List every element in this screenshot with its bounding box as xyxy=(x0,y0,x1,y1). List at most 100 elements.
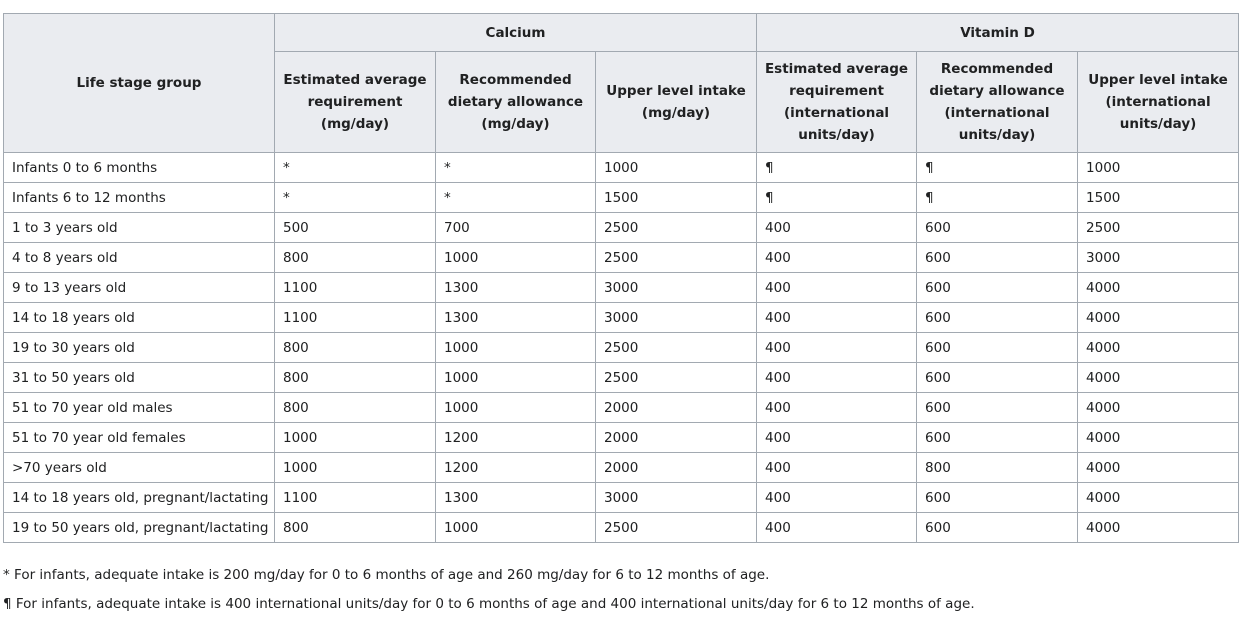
calcium-rda-cell: 1000 xyxy=(435,332,596,363)
calcium-ear-cell: * xyxy=(274,182,436,213)
calcium-rda-cell: 1000 xyxy=(435,242,596,273)
calcium-ul-cell: 2500 xyxy=(594,242,758,273)
vitamin-d-ear-cell: ¶ xyxy=(756,182,918,213)
calcium-ul-cell: 2000 xyxy=(594,452,758,483)
vitamin-d-ul-cell: 4000 xyxy=(1077,392,1240,423)
vitamin-d-ear-cell: 400 xyxy=(756,272,918,303)
calcium-ul-cell: 2000 xyxy=(594,392,758,423)
vitamin-d-rda-cell: ¶ xyxy=(916,182,1079,213)
footnote-pilcrow: ¶ For infants, adequate intake is 400 in… xyxy=(3,596,975,612)
vitamin-d-rda-cell: 600 xyxy=(916,482,1079,513)
vitamin-d-ul-cell: 4000 xyxy=(1077,332,1240,363)
life-stage-cell: 19 to 50 years old, pregnant/lactating xyxy=(3,512,275,543)
vitamin-d-rda-cell: 600 xyxy=(916,422,1079,453)
vitamin-d-ul-header: Upper level intake (international units/… xyxy=(1077,51,1240,153)
vitamin-d-rda-cell: 600 xyxy=(916,242,1079,273)
vitamin-d-ul-cell: 4000 xyxy=(1077,482,1240,513)
calcium-ear-cell: 1000 xyxy=(274,422,436,453)
table-row: 9 to 13 years old 1100 1300 3000 400 600 4000 xyxy=(3,272,1240,303)
vitamin-d-ear-cell: 400 xyxy=(756,302,918,333)
table-header: Life stage group Calcium Vitamin D Estim… xyxy=(3,13,1240,153)
calcium-ear-cell: 1100 xyxy=(274,272,436,303)
calcium-ear-cell: * xyxy=(274,152,436,183)
table-row: 14 to 18 years old, pregnant/lactating 11… xyxy=(3,482,1240,513)
vitamin-d-rda-cell: 600 xyxy=(916,362,1079,393)
calcium-ul-cell: 3000 xyxy=(594,302,758,333)
vitamin-d-rda-cell: 600 xyxy=(916,302,1079,333)
vitamin-d-ul-cell: 4000 xyxy=(1077,422,1240,453)
vitamin-d-ul-cell: 4000 xyxy=(1077,512,1240,543)
vitamin-d-rda-cell: 600 xyxy=(916,512,1079,543)
vitamin-d-rda-cell: 600 xyxy=(916,272,1079,303)
vitamin-d-ul-cell: 3000 xyxy=(1077,242,1240,273)
calcium-ear-header: Estimated average requirement (mg/day) xyxy=(274,51,436,153)
calcium-ear-cell: 1100 xyxy=(274,302,436,333)
vitamin-d-ear-cell: 400 xyxy=(756,392,918,423)
calcium-rda-cell: 1300 xyxy=(435,302,596,333)
vitamin-d-ul-cell: 1000 xyxy=(1077,152,1240,183)
life-stage-header: Life stage group xyxy=(3,13,275,153)
calcium-rda-cell: 1300 xyxy=(435,482,596,513)
calcium-ear-cell: 800 xyxy=(274,332,436,363)
life-stage-cell: 31 to 50 years old xyxy=(3,362,275,393)
calcium-rda-cell: * xyxy=(435,152,596,183)
calcium-ear-cell: 500 xyxy=(274,212,436,243)
vitamin-d-ear-cell: 400 xyxy=(756,482,918,513)
intake-table-container: Life stage group Calcium Vitamin D Estim… xyxy=(3,13,1240,543)
vitamin-d-ear-cell: 400 xyxy=(756,422,918,453)
vitamin-d-rda-cell: 600 xyxy=(916,392,1079,423)
vitamin-d-rda-cell: 600 xyxy=(916,212,1079,243)
table-row: 31 to 50 years old 800 1000 2500 400 600 4000 xyxy=(3,362,1240,393)
calcium-ear-cell: 800 xyxy=(274,512,436,543)
table-body: Infants 0 to 6 months * * 1000 ¶ ¶ 1000 Infants… xyxy=(3,152,1240,543)
vitamin-d-ear-cell: 400 xyxy=(756,242,918,273)
life-stage-cell: 51 to 70 year old females xyxy=(3,422,275,453)
footnotes: * For infants, adequate intake is 200 mg… xyxy=(3,563,975,621)
vitamin-d-ear-cell: 400 xyxy=(756,512,918,543)
calcium-rda-cell: 1000 xyxy=(435,362,596,393)
vitamin-d-ul-cell: 4000 xyxy=(1077,452,1240,483)
calcium-ear-cell: 800 xyxy=(274,242,436,273)
life-stage-cell: 14 to 18 years old xyxy=(3,302,275,333)
calcium-ul-cell: 2500 xyxy=(594,512,758,543)
calcium-ul-cell: 3000 xyxy=(594,272,758,303)
header-sub-row: Estimated average requirement (mg/day) R… xyxy=(4,51,1240,153)
table-row: Infants 0 to 6 months * * 1000 ¶ ¶ 1000 xyxy=(3,152,1240,183)
vitamin-d-header: Vitamin D xyxy=(756,13,1240,52)
life-stage-cell: 4 to 8 years old xyxy=(3,242,275,273)
vitamin-d-ul-cell: 4000 xyxy=(1077,302,1240,333)
life-stage-cell: >70 years old xyxy=(3,452,275,483)
calcium-ul-header: Upper level intake (mg/day) xyxy=(594,51,758,153)
life-stage-cell: 19 to 30 years old xyxy=(3,332,275,363)
calcium-rda-cell: 700 xyxy=(435,212,596,243)
vitamin-d-ear-cell: 400 xyxy=(756,212,918,243)
vitamin-d-ear-cell: ¶ xyxy=(756,152,918,183)
calcium-ul-cell: 2000 xyxy=(594,422,758,453)
calcium-rda-cell: * xyxy=(435,182,596,213)
calcium-ul-cell: 2500 xyxy=(594,212,758,243)
header-group-row: Life stage group Calcium Vitamin D xyxy=(3,13,1240,153)
vitamin-d-rda-cell: 800 xyxy=(916,452,1079,483)
calcium-ear-cell: 800 xyxy=(274,362,436,393)
vitamin-d-ul-cell: 2500 xyxy=(1077,212,1240,243)
table-row: 19 to 30 years old 800 1000 2500 400 600 4000 xyxy=(3,332,1240,363)
life-stage-cell: 14 to 18 years old, pregnant/lactating xyxy=(3,482,275,513)
table-row: 4 to 8 years old 800 1000 2500 400 600 3000 xyxy=(3,242,1240,273)
vitamin-d-rda-cell: 600 xyxy=(916,332,1079,363)
calcium-ul-cell: 2500 xyxy=(594,332,758,363)
table-row: 51 to 70 year old males 800 1000 2000 400 600… xyxy=(3,392,1240,423)
table-row: 19 to 50 years old, pregnant/lactating 80… xyxy=(3,512,1240,543)
calcium-ear-cell: 1000 xyxy=(274,452,436,483)
life-stage-cell: 9 to 13 years old xyxy=(3,272,275,303)
calcium-rda-cell: 1200 xyxy=(435,422,596,453)
life-stage-cell: 51 to 70 year old males xyxy=(3,392,275,423)
calcium-ear-cell: 1100 xyxy=(274,482,436,513)
calcium-rda-cell: 1000 xyxy=(435,512,596,543)
vitamin-d-ul-cell: 4000 xyxy=(1077,272,1240,303)
table-row: 14 to 18 years old 1100 1300 3000 400 600 4000 xyxy=(3,302,1240,333)
table-row: >70 years old 1000 1200 2000 400 800 4000 xyxy=(3,452,1240,483)
calcium-ul-cell: 3000 xyxy=(594,482,758,513)
calcium-rda-cell: 1300 xyxy=(435,272,596,303)
vitamin-d-ear-cell: 400 xyxy=(756,362,918,393)
calcium-ul-cell: 2500 xyxy=(594,362,758,393)
